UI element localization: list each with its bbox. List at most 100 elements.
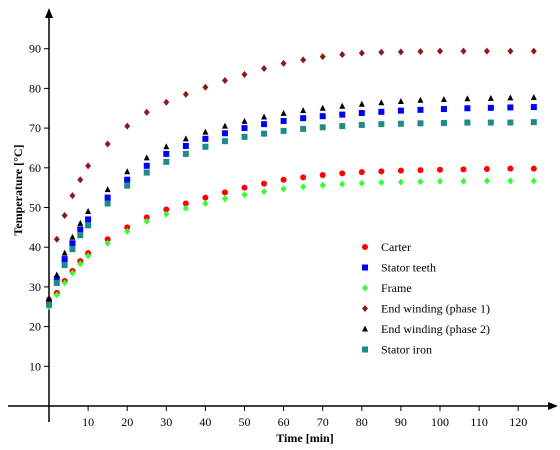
data-point	[280, 185, 287, 193]
data-point	[507, 165, 514, 172]
data-point	[507, 47, 514, 55]
data-point	[507, 177, 514, 185]
data-point	[530, 119, 537, 126]
data-point	[182, 150, 189, 157]
data-point	[507, 104, 514, 111]
data-point	[437, 47, 443, 55]
data-point	[464, 95, 471, 102]
data-point	[182, 135, 189, 142]
data-point	[163, 150, 170, 157]
data-point	[358, 179, 365, 187]
data-point	[319, 104, 326, 111]
data-point	[163, 206, 170, 213]
data-point	[202, 135, 209, 142]
data-point	[397, 48, 404, 56]
legend-item: Carter	[362, 240, 411, 254]
data-point	[124, 122, 131, 130]
data-point	[46, 301, 52, 308]
y-tick-label: 10	[29, 359, 41, 373]
legend-marker	[362, 325, 368, 332]
data-point	[261, 188, 268, 196]
series-2	[46, 177, 537, 311]
data-point	[85, 162, 92, 170]
axes: 10 20 30 40 50 60 70 80 90 100 110 120 10 20 30 40 50 60 7…	[8, 8, 558, 429]
data-point	[104, 186, 111, 193]
data-point	[261, 113, 268, 120]
data-point	[124, 176, 131, 183]
legend-item: Stator iron	[362, 343, 432, 357]
data-point	[417, 167, 424, 174]
legend: Carter Stator teeth Frame End winding (phas…	[362, 240, 490, 357]
data-point	[261, 121, 268, 128]
data-point	[221, 76, 228, 84]
data-point	[530, 104, 537, 111]
data-point	[241, 117, 248, 124]
data-point	[280, 59, 287, 67]
data-point	[53, 235, 60, 243]
data-point	[241, 71, 248, 79]
data-point	[85, 222, 92, 229]
data-point	[378, 121, 385, 128]
data-point	[104, 200, 111, 207]
data-point	[358, 110, 365, 117]
series-1	[46, 104, 537, 306]
x-tick-label: 20	[121, 415, 133, 429]
data-point	[202, 200, 209, 208]
data-point	[530, 94, 537, 101]
legend-marker	[362, 284, 368, 292]
data-point	[143, 217, 150, 225]
data-point	[69, 192, 76, 200]
x-axis-label: Time [min]	[276, 431, 333, 445]
data-point	[163, 210, 170, 218]
data-point	[530, 47, 537, 55]
data-point	[104, 194, 111, 201]
y-tick-label: 90	[29, 42, 41, 56]
data-point	[221, 122, 228, 129]
data-point	[202, 83, 209, 91]
data-point	[61, 211, 68, 219]
data-point	[163, 98, 170, 106]
data-point	[143, 108, 150, 116]
legend-item: Frame	[362, 281, 412, 295]
series-0	[46, 165, 537, 308]
y-tick-label: 80	[29, 81, 41, 95]
data-point	[124, 227, 131, 235]
y-tick-label: 60	[29, 161, 41, 175]
data-point	[460, 166, 467, 173]
data-point	[300, 125, 307, 132]
data-point	[530, 177, 537, 185]
data-point	[61, 279, 68, 287]
data-point	[202, 128, 209, 135]
series-3	[46, 47, 537, 303]
data-point	[300, 56, 307, 64]
data-point	[300, 107, 307, 114]
data-point	[77, 232, 84, 239]
data-point	[280, 109, 287, 116]
data-point	[483, 165, 490, 172]
data-point	[261, 65, 268, 73]
data-point	[339, 111, 346, 118]
legend-label: Carter	[381, 240, 411, 254]
data-point	[464, 119, 471, 126]
data-point	[397, 107, 404, 114]
data-point	[202, 143, 209, 150]
data-point	[124, 182, 131, 189]
data-point	[339, 51, 346, 59]
data-marks	[46, 47, 537, 311]
data-point	[437, 166, 443, 173]
data-point	[241, 191, 248, 199]
data-point	[53, 271, 60, 278]
data-point	[358, 169, 365, 176]
data-point	[221, 195, 228, 203]
x-tick-label: 100	[431, 415, 449, 429]
data-point	[300, 183, 307, 191]
data-point	[124, 224, 131, 231]
x-tick-label: 40	[199, 415, 211, 429]
data-point	[339, 170, 346, 177]
data-point	[163, 158, 170, 165]
y-tick-label: 70	[29, 121, 41, 135]
legend-marker	[362, 346, 368, 353]
data-point	[69, 269, 76, 277]
data-point	[464, 105, 471, 112]
